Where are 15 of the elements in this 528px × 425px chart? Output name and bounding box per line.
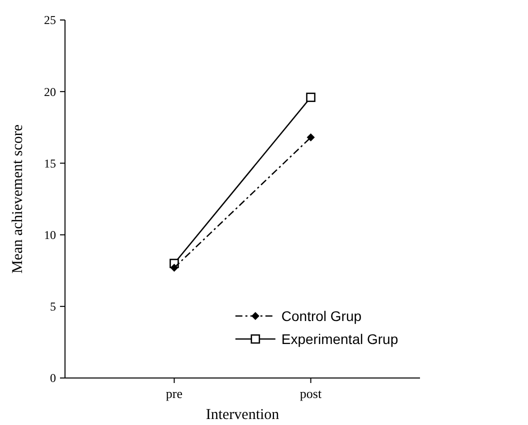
y-tick-label: 5 xyxy=(50,300,56,314)
y-tick-label: 15 xyxy=(44,156,56,170)
y-tick-label: 20 xyxy=(44,84,56,99)
legend-label: Control Grup xyxy=(281,308,362,324)
point xyxy=(306,92,316,102)
x-tick-label: post xyxy=(300,386,322,401)
y-tick-label: 0 xyxy=(50,371,56,386)
x-axis-title: Intervention xyxy=(206,407,280,423)
y-tick-label: 10 xyxy=(44,228,56,242)
x-tick-label: pre xyxy=(166,386,183,401)
point xyxy=(306,133,315,142)
legend-label: Experimental Grup xyxy=(281,330,398,347)
y-axis-title: Mean achievement score xyxy=(10,124,26,274)
y-tick-label: 25 xyxy=(44,13,56,28)
point xyxy=(170,264,178,272)
